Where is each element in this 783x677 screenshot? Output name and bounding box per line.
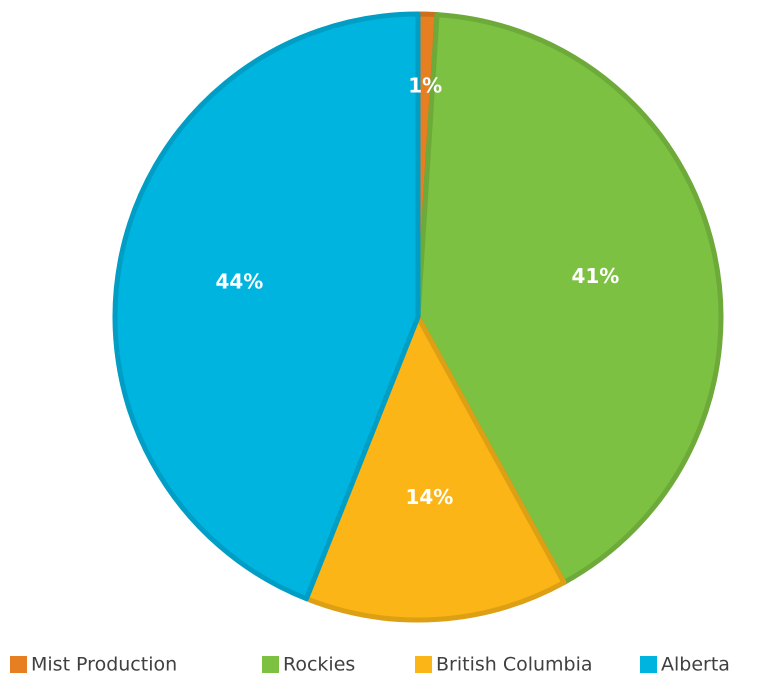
legend-swatch [262,656,279,673]
data-label: 1% [408,73,442,97]
data-label: 44% [215,269,263,293]
legend-label: British Columbia [436,654,593,676]
legend-label: Alberta [661,654,730,676]
legend-swatch [640,656,657,673]
legend-swatch [10,656,27,673]
pie-slice [112,11,421,602]
data-label: 14% [405,485,453,509]
pie-slice [303,314,567,623]
legend-label: Mist Production [31,654,177,676]
pie-slice [415,12,724,586]
data-label: 41% [571,264,619,288]
legend-label: Rockies [283,654,355,676]
legend-swatch [415,656,432,673]
